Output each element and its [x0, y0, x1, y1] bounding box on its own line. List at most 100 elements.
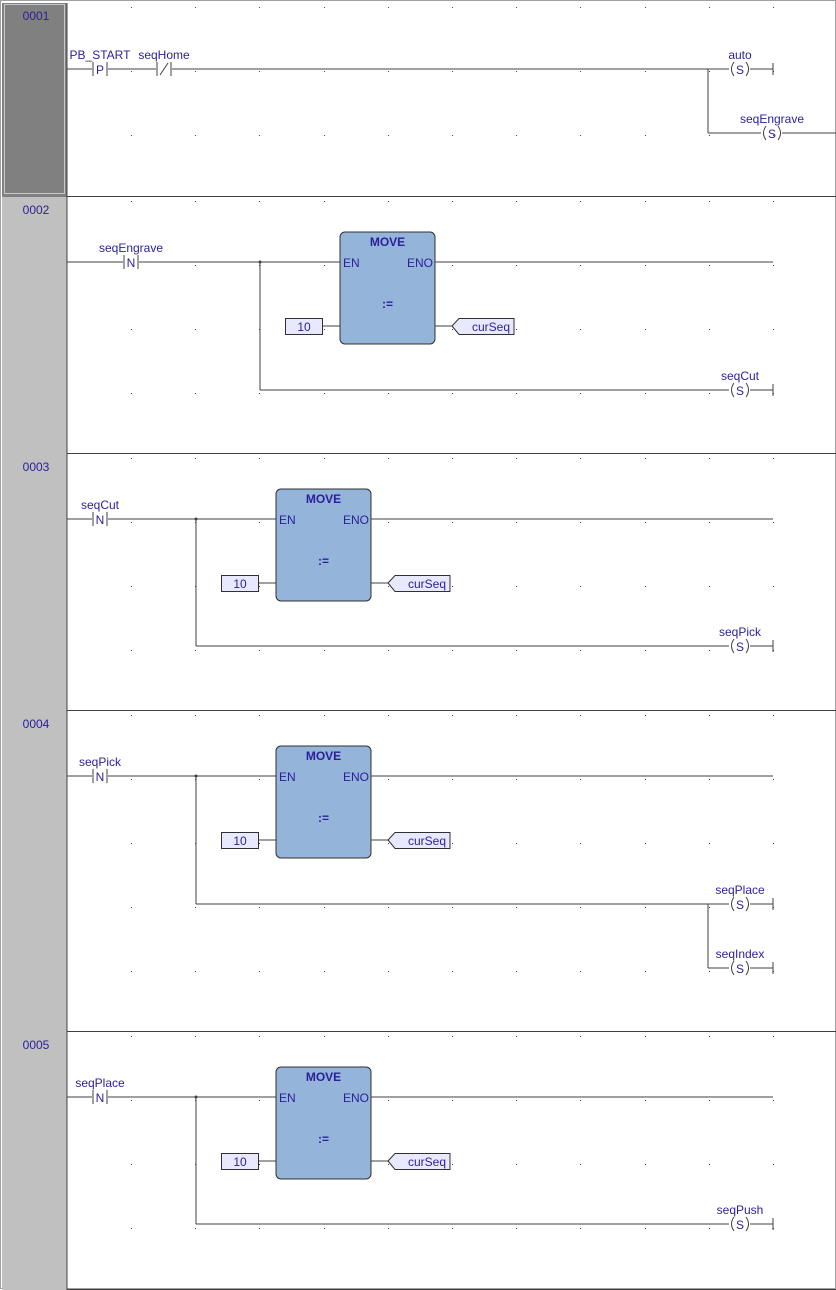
grid-dot: [388, 650, 389, 651]
grid-dot: [516, 522, 517, 523]
grid-dot: [452, 71, 453, 72]
grid-dot: [709, 779, 710, 780]
grid-dot: [709, 522, 710, 523]
grid-dot: [195, 458, 196, 459]
grid-dot: [324, 201, 325, 202]
network-gutter[interactable]: [2, 1032, 67, 1290]
grid-dot: [388, 843, 389, 844]
coil-type: S: [736, 384, 744, 398]
grid-dot: [645, 71, 646, 72]
input-value-box[interactable]: [221, 575, 259, 592]
input-value-box[interactable]: [221, 832, 259, 849]
grid-dot: [259, 1036, 260, 1037]
grid-dot: [709, 135, 710, 136]
network-gutter[interactable]: [2, 197, 67, 454]
output-variable-box[interactable]: [387, 575, 451, 592]
coil-parens: [731, 960, 749, 976]
grid-dot: [516, 393, 517, 394]
block-title: MOVE: [306, 1070, 341, 1084]
network-gutter[interactable]: [2, 454, 67, 711]
grid-dot: [324, 1036, 325, 1037]
block-body[interactable]: [275, 745, 372, 859]
contact-label: seqPlace: [75, 1076, 125, 1090]
grid-dot: [452, 1228, 453, 1229]
grid-dot: [259, 779, 260, 780]
block-operator: :=: [318, 1132, 329, 1146]
output-variable: curSeq: [472, 320, 510, 334]
grid-dot: [259, 135, 260, 136]
output-variable-box[interactable]: [451, 318, 515, 335]
grid-dot: [645, 650, 646, 651]
output-variable-box[interactable]: [387, 832, 451, 849]
grid-dot: [131, 715, 132, 716]
coil-parens: [731, 382, 749, 398]
output-variable-box[interactable]: [387, 1153, 451, 1170]
grid-dot: [388, 201, 389, 202]
block-body[interactable]: [275, 488, 372, 602]
block-eno-pin: ENO: [343, 770, 369, 784]
coil-label: seqPush: [717, 1203, 764, 1217]
block-body[interactable]: [339, 231, 436, 345]
grid-dot: [645, 7, 646, 8]
grid-dot: [452, 135, 453, 136]
grid-dot: [259, 7, 260, 8]
contact-gap: [123, 255, 139, 269]
input-value-box[interactable]: [221, 1153, 259, 1170]
grid-dot: [259, 907, 260, 908]
coil-parens: [731, 1216, 749, 1232]
grid-dot: [388, 1036, 389, 1037]
grid-dot: [259, 971, 260, 972]
grid-dot: [324, 7, 325, 8]
block-title: MOVE: [306, 492, 341, 506]
grid-dot: [388, 135, 389, 136]
grid-dot: [645, 522, 646, 523]
grid-dot: [580, 843, 581, 844]
coil-parens: [731, 638, 749, 654]
block-operator: :=: [382, 297, 393, 311]
grid-dot: [388, 1228, 389, 1229]
move-block[interactable]: MOVE EN ENO:=: [275, 745, 372, 859]
grid-dot: [324, 1228, 325, 1229]
grid-dot: [773, 522, 774, 523]
grid-dot: [645, 971, 646, 972]
grid-dot: [516, 907, 517, 908]
move-block[interactable]: MOVE EN ENO:=: [275, 1066, 372, 1180]
grid-dot: [580, 779, 581, 780]
contact-PB_START[interactable]: PPB_START: [70, 48, 132, 77]
grid-dot: [709, 1228, 710, 1229]
grid-dot: [709, 1100, 710, 1101]
block-body[interactable]: [275, 1066, 372, 1180]
grid-dot: [388, 1100, 389, 1101]
input-value-box[interactable]: [285, 318, 323, 335]
network-gutter[interactable]: [2, 3, 67, 197]
coil-label: seqCut: [721, 369, 760, 383]
coil-parens: [731, 61, 749, 77]
move-block[interactable]: MOVE EN ENO:=: [339, 231, 436, 345]
grid-dot: [645, 329, 646, 330]
move-block[interactable]: MOVE EN ENO:=: [275, 488, 372, 602]
network-gutter[interactable]: [2, 711, 67, 1032]
grid-dot: [452, 393, 453, 394]
grid-dot: [645, 458, 646, 459]
grid-dot: [195, 135, 196, 136]
contact-seqHome[interactable]: seqHome: [138, 48, 190, 76]
grid-dot: [709, 201, 710, 202]
output-variable: curSeq: [408, 834, 446, 848]
